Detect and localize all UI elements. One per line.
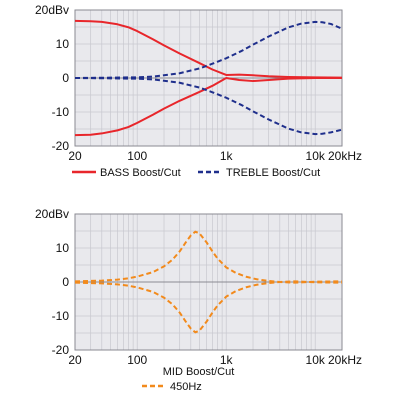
x-tick-label: 20 [68,353,82,367]
x-tick-label: 1k [220,149,234,163]
series-curve-cut [74,77,343,136]
x-tick-label: 100 [127,149,147,163]
legend-label: TREBLE Boost/Cut [226,167,320,179]
y-tick-label: -10 [52,105,70,119]
x-tick-label: 20kHz [328,149,362,163]
x-tick-label: 100 [127,353,147,367]
x-tick-label: 1k [220,353,234,367]
y-tick-label: 0 [62,275,69,289]
legend-label: BASS Boost/Cut [100,167,181,179]
y-tick-label: 20dBv [35,207,69,221]
y-tick-label: -20 [52,343,70,357]
legend-label: 450Hz [170,381,202,393]
y-tick-label: -20 [52,139,70,153]
y-tick-label: -10 [52,309,70,323]
series-curve-boost [74,20,343,79]
series-1 [74,19,343,137]
series-2 [74,20,343,136]
x-tick-label: 10k [306,353,326,367]
y-tick-label: 10 [56,241,70,255]
legend-item: TREBLE Boost/Cut [198,167,320,179]
y-tick-label: 10 [56,37,70,51]
y-tick-label: 0 [62,71,69,85]
x-tick-label: 20 [68,149,82,163]
x-tick-label: 20kHz [328,353,362,367]
legend-item: BASS Boost/Cut [72,167,181,179]
chart-caption: MID Boost/Cut [163,366,235,378]
y-tick-label: 20dBv [35,3,69,17]
series-curve-boost [74,19,343,79]
x-tick-label: 10k [306,149,326,163]
legend-item: 450Hz [142,381,202,393]
series-curve-cut [74,77,342,137]
